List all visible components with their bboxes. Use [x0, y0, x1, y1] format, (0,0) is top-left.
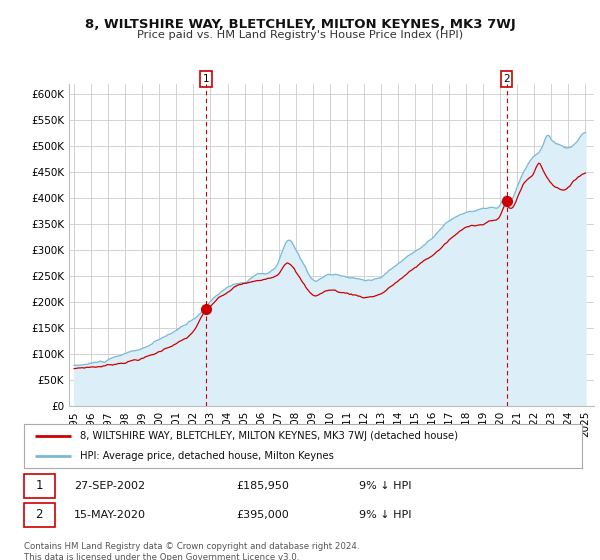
Text: 1: 1	[203, 74, 209, 84]
Text: 27-SEP-2002: 27-SEP-2002	[74, 481, 145, 491]
Text: 2: 2	[35, 508, 43, 521]
Text: £185,950: £185,950	[236, 481, 289, 491]
FancyBboxPatch shape	[24, 503, 55, 526]
Text: HPI: Average price, detached house, Milton Keynes: HPI: Average price, detached house, Milt…	[80, 451, 334, 461]
Text: 15-MAY-2020: 15-MAY-2020	[74, 510, 146, 520]
Text: 2: 2	[503, 74, 510, 84]
Text: 9% ↓ HPI: 9% ↓ HPI	[359, 510, 412, 520]
Text: £395,000: £395,000	[236, 510, 289, 520]
Text: 9% ↓ HPI: 9% ↓ HPI	[359, 481, 412, 491]
Text: Price paid vs. HM Land Registry's House Price Index (HPI): Price paid vs. HM Land Registry's House …	[137, 30, 463, 40]
Text: 8, WILTSHIRE WAY, BLETCHLEY, MILTON KEYNES, MK3 7WJ: 8, WILTSHIRE WAY, BLETCHLEY, MILTON KEYN…	[85, 18, 515, 31]
Text: Contains HM Land Registry data © Crown copyright and database right 2024.
This d: Contains HM Land Registry data © Crown c…	[24, 542, 359, 560]
Text: 1: 1	[35, 479, 43, 492]
Text: 8, WILTSHIRE WAY, BLETCHLEY, MILTON KEYNES, MK3 7WJ (detached house): 8, WILTSHIRE WAY, BLETCHLEY, MILTON KEYN…	[80, 431, 458, 441]
FancyBboxPatch shape	[24, 474, 55, 498]
